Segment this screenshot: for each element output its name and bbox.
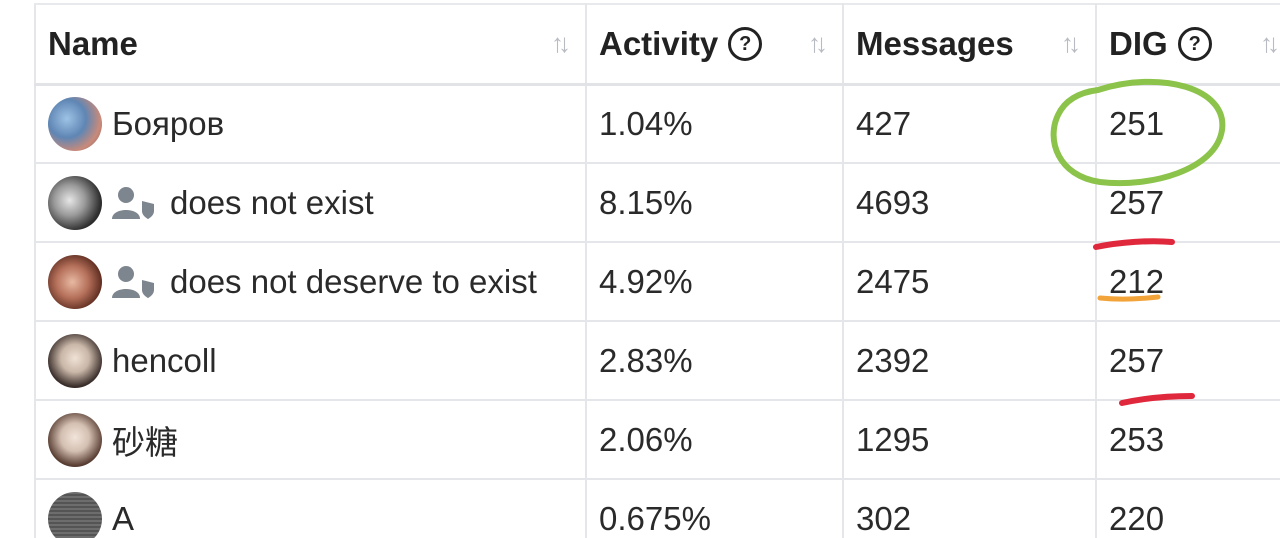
- table-row[interactable]: Бояров 1.04% 427 251: [34, 83, 1280, 164]
- avatar[interactable]: [48, 491, 102, 538]
- messages-cell: 2475: [842, 241, 1097, 322]
- column-header-label: Activity: [599, 24, 719, 62]
- dig-cell: 257: [1095, 320, 1280, 401]
- member-name[interactable]: does not deserve to exist: [170, 262, 537, 300]
- column-header-label: Messages: [856, 24, 1014, 62]
- dig-cell: 251: [1095, 83, 1280, 164]
- avatar[interactable]: [48, 412, 102, 467]
- member-name[interactable]: A: [112, 499, 135, 537]
- question-circle-icon[interactable]: ?: [1177, 26, 1212, 61]
- name-cell: hencoll: [34, 320, 587, 401]
- messages-cell: 427: [842, 83, 1097, 164]
- dig-cell: 253: [1095, 399, 1280, 480]
- activity-cell: 4.92%: [585, 241, 844, 322]
- column-header-messages[interactable]: Messages ↑↓: [842, 3, 1097, 85]
- table-row[interactable]: 砂糖 2.06% 1295 253: [34, 399, 1280, 480]
- name-cell: Бояров: [34, 83, 587, 164]
- column-header-label: Name: [48, 24, 138, 62]
- name-cell: 砂糖: [34, 399, 587, 480]
- column-header-dig[interactable]: DIG ? ↑↓: [1095, 3, 1280, 85]
- sort-arrows-icon[interactable]: ↑↓: [808, 28, 828, 59]
- column-header-activity[interactable]: Activity ? ↑↓: [585, 3, 844, 85]
- activity-cell: 2.06%: [585, 399, 844, 480]
- dig-cell: 212: [1095, 241, 1280, 322]
- avatar[interactable]: [48, 175, 102, 230]
- dig-cell: 257: [1095, 162, 1280, 243]
- messages-cell: 1295: [842, 399, 1097, 480]
- activity-cell: 8.15%: [585, 162, 844, 243]
- member-name[interactable]: does not exist: [170, 183, 374, 221]
- member-name[interactable]: Бояров: [112, 104, 225, 142]
- question-circle-icon[interactable]: ?: [728, 26, 763, 61]
- user-shield-icon: [112, 185, 160, 221]
- column-header-label: DIG: [1109, 24, 1168, 62]
- messages-cell: 302: [842, 478, 1097, 538]
- header-row: Name ↑↓ Activity ? ↑↓ Messages: [34, 3, 1280, 85]
- avatar[interactable]: [48, 96, 102, 151]
- table-row[interactable]: hencoll 2.83% 2392 257: [34, 320, 1280, 401]
- activity-cell: 2.83%: [585, 320, 844, 401]
- name-cell: does not deserve to exist: [34, 241, 587, 322]
- user-shield-icon: [112, 264, 160, 300]
- messages-cell: 4693: [842, 162, 1097, 243]
- name-cell: A: [34, 478, 587, 538]
- table-row[interactable]: does not exist 8.15% 4693 257: [34, 162, 1280, 243]
- avatar[interactable]: [48, 333, 102, 388]
- messages-cell: 2392: [842, 320, 1097, 401]
- sort-arrows-icon[interactable]: ↑↓: [551, 28, 571, 59]
- name-cell: does not exist: [34, 162, 587, 243]
- members-table: Name ↑↓ Activity ? ↑↓ Messages: [34, 3, 1280, 538]
- table-row[interactable]: does not deserve to exist 4.92% 2475 212: [34, 241, 1280, 322]
- activity-cell: 0.675%: [585, 478, 844, 538]
- table-row[interactable]: A 0.675% 302 220: [34, 478, 1280, 538]
- column-header-name[interactable]: Name ↑↓: [34, 3, 587, 85]
- activity-cell: 1.04%: [585, 83, 844, 164]
- sort-arrows-icon[interactable]: ↑↓: [1061, 28, 1081, 59]
- member-name[interactable]: 砂糖: [112, 423, 178, 461]
- sort-arrows-icon[interactable]: ↑↓: [1260, 28, 1280, 59]
- avatar[interactable]: [48, 254, 102, 309]
- member-name[interactable]: hencoll: [112, 341, 217, 379]
- dig-cell: 220: [1095, 478, 1280, 538]
